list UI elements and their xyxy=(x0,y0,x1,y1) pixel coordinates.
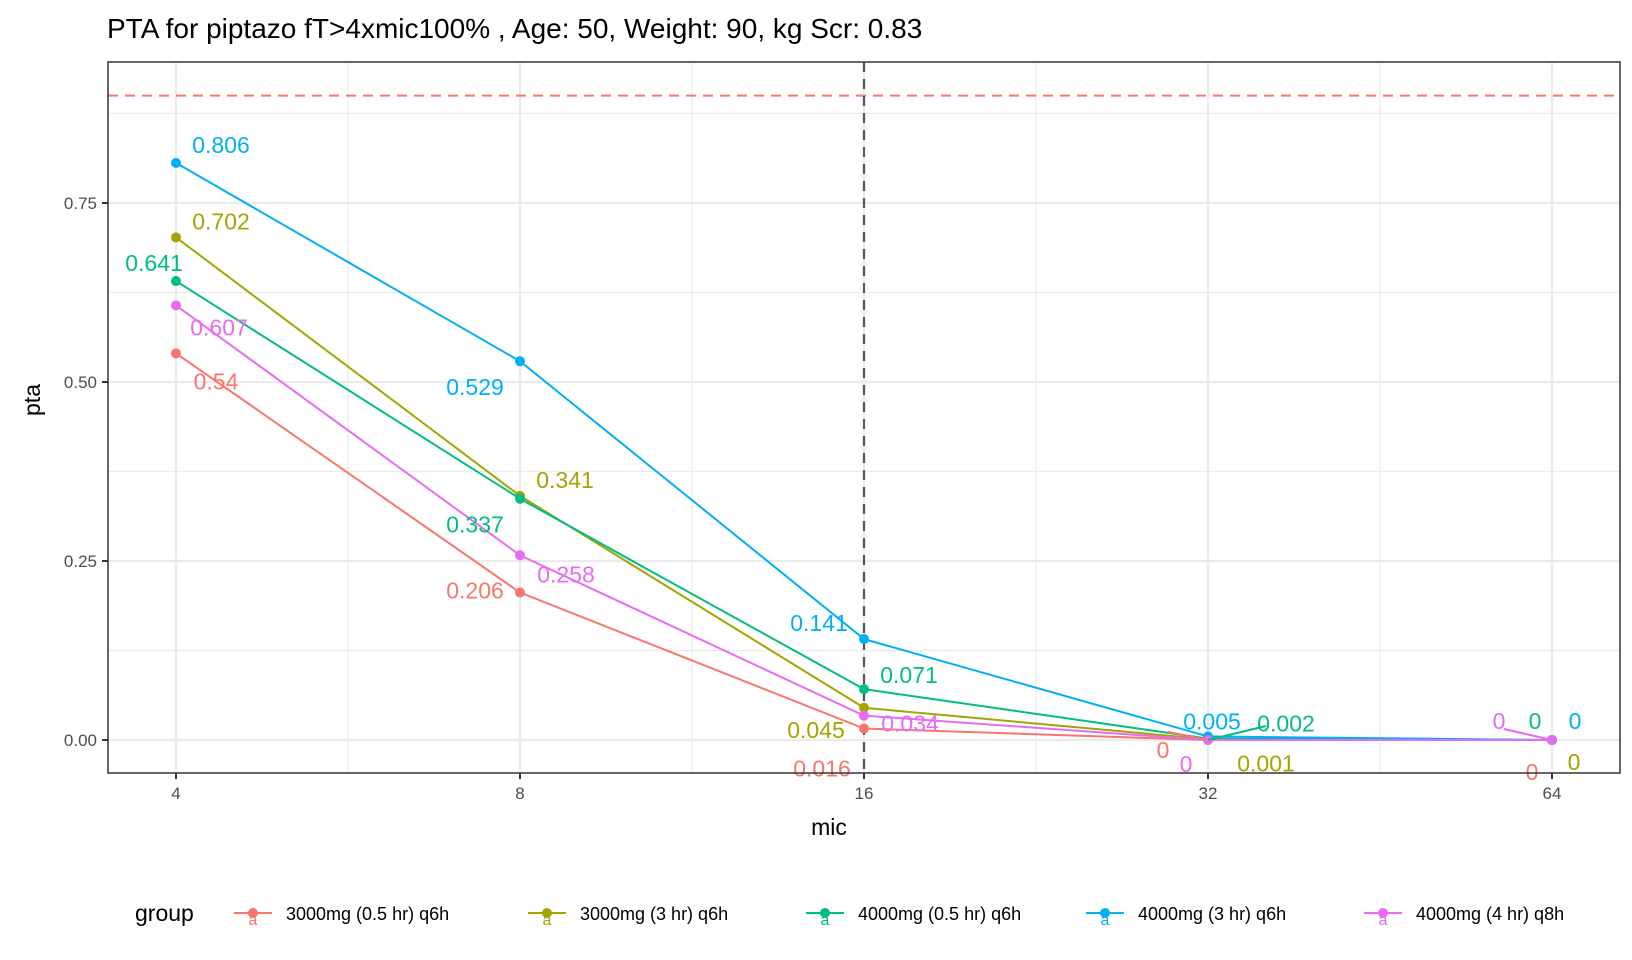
data-label: 0 xyxy=(1569,708,1582,734)
data-point xyxy=(171,157,181,168)
data-point xyxy=(515,356,525,367)
legend-label: 4000mg (4 hr) q8h xyxy=(1416,904,1564,924)
legend-key-point xyxy=(820,908,830,918)
y-axis-label: pta xyxy=(19,384,45,416)
data-label: 0 xyxy=(1180,751,1193,777)
data-label: 0 xyxy=(1529,708,1542,734)
legend-key-text-glyph: a xyxy=(543,912,552,929)
data-label: 0.045 xyxy=(787,717,845,743)
chart-title: PTA for piptazo fT>4xmic100% , Age: 50, … xyxy=(107,13,922,44)
data-label: 0 xyxy=(1493,708,1506,734)
data-point xyxy=(171,300,181,311)
data-label: 0.806 xyxy=(192,132,250,158)
label-connector xyxy=(1503,728,1553,741)
legend-key-text-glyph: a xyxy=(249,912,258,929)
data-label: 0.607 xyxy=(190,314,248,340)
y-tick-label: 0.25 xyxy=(64,552,97,571)
data-point xyxy=(859,723,869,734)
data-label: 0.54 xyxy=(194,368,239,394)
legend-label: 3000mg (0.5 hr) q6h xyxy=(286,904,449,924)
x-axis-label: mic xyxy=(811,814,847,840)
label-connector xyxy=(1207,725,1267,741)
y-tick-label: 0.50 xyxy=(64,373,97,392)
legend-title: group xyxy=(135,900,194,926)
data-label: 0 xyxy=(1526,759,1539,785)
legend-key-point xyxy=(542,908,552,918)
data-label: 0.005 xyxy=(1183,708,1241,734)
y-tick-label: 0.00 xyxy=(64,731,97,750)
data-label: 0.641 xyxy=(125,250,183,276)
data-label: 0.337 xyxy=(446,512,504,538)
legend-key-point xyxy=(1100,908,1110,918)
data-label: 0.529 xyxy=(446,374,504,400)
data-label: 0.341 xyxy=(536,467,594,493)
legend-key-text-glyph: a xyxy=(1379,912,1388,929)
data-point xyxy=(171,276,181,287)
legend-key-text-glyph: a xyxy=(1101,912,1110,929)
y-tick-label: 0.75 xyxy=(64,194,97,213)
label-connector xyxy=(1167,731,1209,741)
legend-key-point xyxy=(1378,908,1388,918)
data-label: 0 xyxy=(1568,749,1581,775)
x-tick-label: 32 xyxy=(1199,784,1218,803)
x-axis: 4 8 16 32 64 xyxy=(171,773,1561,803)
legend-key-point xyxy=(248,908,258,918)
legend-item-5: a 4000mg (4 hr) q8h xyxy=(1364,904,1564,929)
legend-item-2: a 3000mg (3 hr) q6h xyxy=(528,904,728,929)
data-label: 0 xyxy=(1157,737,1170,763)
data-label: 0.258 xyxy=(537,561,595,587)
data-point xyxy=(515,550,525,561)
data-label: 0.016 xyxy=(793,756,851,782)
legend-item-1: a 3000mg (0.5 hr) q6h xyxy=(234,904,449,929)
data-label: 0.206 xyxy=(446,578,504,604)
legend-label: 4000mg (3 hr) q6h xyxy=(1138,904,1286,924)
x-tick-label: 16 xyxy=(855,784,874,803)
data-point xyxy=(859,684,869,695)
data-label: 0.034 xyxy=(881,711,939,737)
data-point xyxy=(859,702,869,713)
y-axis: 0.00 0.25 0.50 0.75 xyxy=(64,194,108,750)
data-label: 0.071 xyxy=(880,662,938,688)
data-point xyxy=(859,710,869,721)
x-tick-label: 4 xyxy=(171,784,180,803)
legend-item-3: a 4000mg (0.5 hr) q6h xyxy=(806,904,1021,929)
data-point xyxy=(171,232,181,243)
data-label: 0.002 xyxy=(1257,711,1315,737)
legend-label: 4000mg (0.5 hr) q6h xyxy=(858,904,1021,924)
data-point xyxy=(171,348,181,359)
data-point xyxy=(859,634,869,645)
legend-item-4: a 4000mg (3 hr) q6h xyxy=(1086,904,1286,929)
data-label: 0.702 xyxy=(192,208,250,234)
legend: group a 3000mg (0.5 hr) q6h a 3000mg (3 hr)… xyxy=(135,900,1564,929)
data-point xyxy=(515,587,525,598)
data-label: 0.141 xyxy=(790,610,848,636)
x-tick-label: 8 xyxy=(515,784,524,803)
legend-label: 3000mg (3 hr) q6h xyxy=(580,904,728,924)
legend-key-text-glyph: a xyxy=(821,912,830,929)
x-tick-label: 64 xyxy=(1543,784,1562,803)
data-label: 0.001 xyxy=(1237,750,1295,776)
data-point xyxy=(515,493,525,504)
